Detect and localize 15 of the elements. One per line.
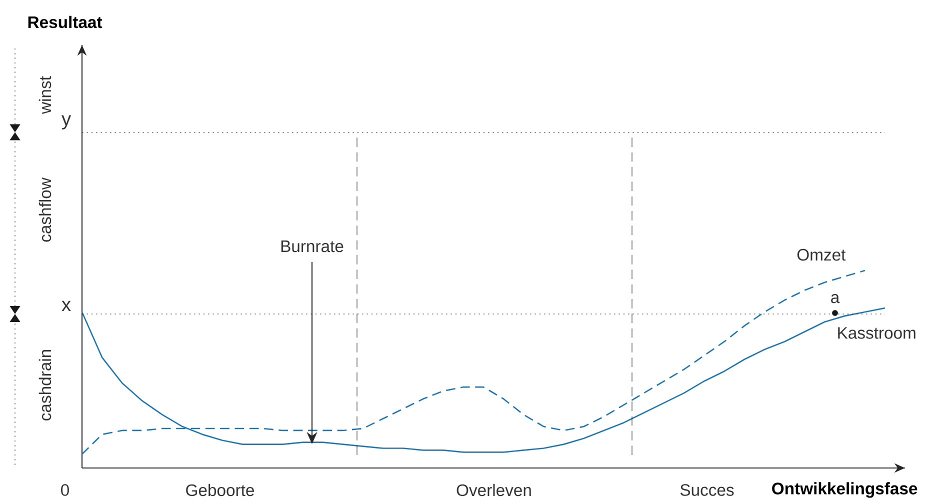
- ref-line-label: y: [62, 115, 72, 130]
- series-label: Omzet: [797, 248, 846, 261]
- text: cashdrain: [38, 350, 52, 420]
- text: Burnrate: [281, 240, 344, 252]
- text: 0: [61, 484, 69, 496]
- text: Overleven: [456, 484, 531, 496]
- text: Resultaat: [28, 16, 102, 28]
- text: Geboorte: [186, 484, 254, 496]
- annotation: a: [831, 294, 840, 304]
- ref-line-label: x: [62, 300, 71, 312]
- text: cashflow: [38, 178, 52, 242]
- text: Succes: [680, 484, 734, 496]
- x-axis-title: Ontwikkelingsfase: [772, 482, 918, 498]
- series-label: Kasstroom: [838, 327, 916, 339]
- text: winst: [38, 76, 52, 114]
